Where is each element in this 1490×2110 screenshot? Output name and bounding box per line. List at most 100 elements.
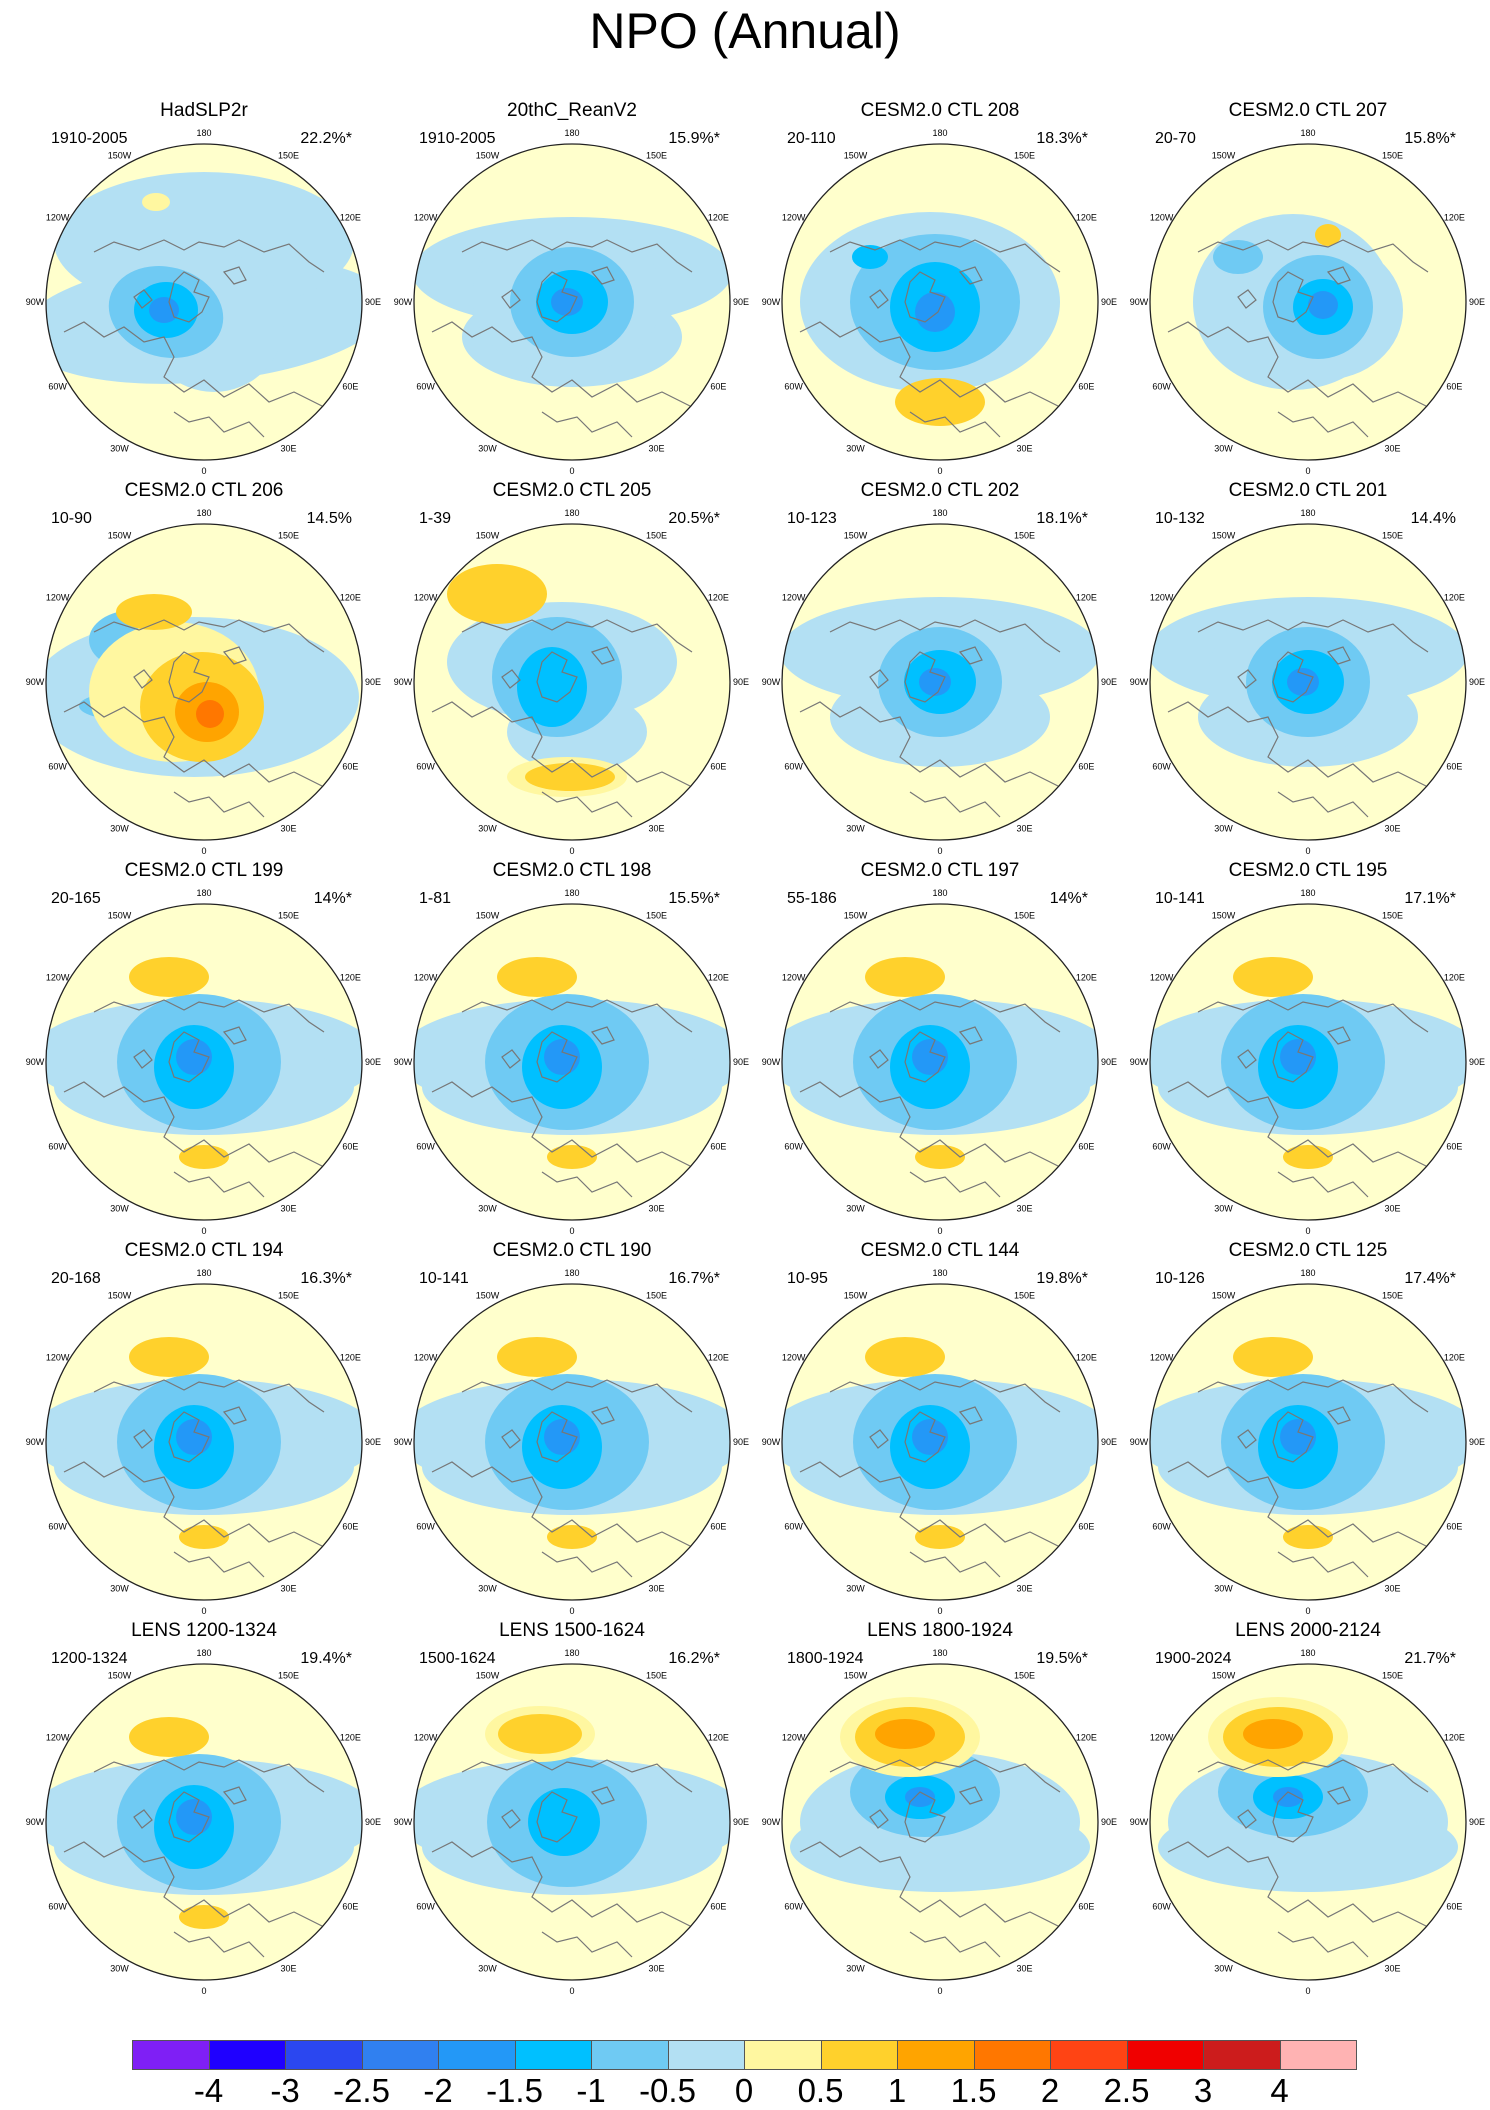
longitude-label: 30E xyxy=(1384,823,1400,833)
longitude-label: 120W xyxy=(782,593,806,603)
panel-variance-explained: 22.2%* xyxy=(300,130,352,147)
longitude-label: 60E xyxy=(1446,1522,1462,1532)
longitude-label: 90W xyxy=(1130,677,1149,687)
longitude-label: 30W xyxy=(846,823,865,833)
panel-period: 10-141 xyxy=(1155,890,1205,907)
map-panel: 180 150E 120E 90E 60E 30E 0 30W 60W 90W 120W 150W LE… xyxy=(18,1620,390,2000)
panel-variance-explained: 17.4%* xyxy=(1404,1270,1456,1287)
longitude-label: 30W xyxy=(478,823,497,833)
longitude-label: 150E xyxy=(278,1671,299,1681)
panel-map-holder: 180 150E 120E 90E 60E 30E 0 30W 60W 90W 120W 150W xyxy=(760,1262,1120,1627)
longitude-label: 90W xyxy=(26,1437,45,1447)
panel-title: CESM2.0 CTL 198 xyxy=(492,860,652,881)
longitude-label: 120W xyxy=(414,973,438,983)
longitude-label: 150W xyxy=(844,1671,868,1681)
coastline xyxy=(869,1809,889,1829)
panel-title: HadSLP2r xyxy=(160,100,248,121)
longitude-label: 60W xyxy=(48,382,67,392)
longitude-label: 30W xyxy=(846,1583,865,1593)
colorbar-swatch xyxy=(1050,2040,1128,2070)
panel-map-holder: 180 150E 120E 90E 60E 30E 0 30W 60W 90W 120W 150W xyxy=(1128,1642,1488,2007)
panel-variance-explained: 19.5%* xyxy=(1036,1650,1088,1667)
map-panel: 180 150E 120E 90E 60E 30E 0 30W 60W 90W 120W 150W CE… xyxy=(754,480,1126,860)
map-frame xyxy=(413,523,731,841)
map-frame xyxy=(413,1663,731,1981)
colorbar-swatch xyxy=(285,2040,363,2070)
coastline xyxy=(799,1081,1061,1168)
coastline xyxy=(904,651,946,703)
longitude-label: 180 xyxy=(932,508,947,518)
panel-map-holder: 180 150E 120E 90E 60E 30E 0 30W 60W 90W 120W 150W xyxy=(24,1642,384,2007)
longitude-label: 150E xyxy=(646,1671,667,1681)
coastline xyxy=(958,1406,983,1425)
longitude-label: 30E xyxy=(280,1583,296,1593)
coastline xyxy=(909,1171,1001,1198)
polar-map: 180 150E 120E 90E 60E 30E 0 30W 60W 90W 120W 150W xyxy=(1130,1648,1485,1996)
panel-map-holder: 180 150E 120E 90E 60E 30E 0 30W 60W 90W 120W 150W xyxy=(760,1642,1120,2007)
longitude-label: 90W xyxy=(1130,1437,1149,1447)
panel-variance-explained: 16.3%* xyxy=(300,1270,352,1287)
longitude-label: 90W xyxy=(394,1437,413,1447)
contour-region-p1 xyxy=(1315,224,1341,246)
coastline xyxy=(173,1551,265,1578)
map-frame xyxy=(45,1283,363,1601)
panel-map-holder: 180 150E 120E 90E 60E 30E 0 30W 60W 90W 120W 150W xyxy=(24,122,384,487)
map-frame xyxy=(1149,523,1467,841)
longitude-label: 30W xyxy=(110,1203,129,1213)
longitude-label: 180 xyxy=(564,508,579,518)
longitude-label: 150E xyxy=(1382,911,1403,921)
panel-title: CESM2.0 CTL 207 xyxy=(1228,100,1388,121)
longitude-label: 60E xyxy=(1078,1902,1094,1912)
coastline xyxy=(904,271,946,323)
coastline xyxy=(168,651,210,703)
coastline xyxy=(1237,1809,1257,1829)
longitude-label: 60E xyxy=(1078,1522,1094,1532)
map-frame xyxy=(413,1283,731,1601)
coastline xyxy=(133,289,153,309)
longitude-label: 180 xyxy=(1300,888,1315,898)
colorbar-tick-label: 2 xyxy=(1040,2072,1060,2109)
longitude-label: 90W xyxy=(1130,1057,1149,1067)
polar-map: 180 150E 120E 90E 60E 30E 0 30W 60W 90W 120W 150W xyxy=(26,128,381,476)
colorbar-tick-label: 3 xyxy=(1193,2072,1213,2109)
longitude-label: 0 xyxy=(569,1986,574,1996)
panel-period: 10-141 xyxy=(419,1270,469,1287)
longitude-label: 30E xyxy=(1016,1203,1032,1213)
coastline xyxy=(1237,289,1257,309)
longitude-label: 150E xyxy=(278,151,299,161)
contour-region-p1 xyxy=(179,1525,229,1549)
longitude-label: 120E xyxy=(1444,1733,1465,1743)
panel-period: 10-95 xyxy=(787,1270,828,1287)
coastline xyxy=(168,271,210,323)
coastline xyxy=(541,1931,633,1958)
contour-region-p2 xyxy=(196,700,224,728)
longitude-label: 150E xyxy=(646,531,667,541)
longitude-label: 120W xyxy=(782,1733,806,1743)
coastline xyxy=(536,651,578,703)
coastline xyxy=(461,999,693,1033)
longitude-label: 60W xyxy=(48,762,67,772)
longitude-label: 180 xyxy=(1300,1648,1315,1658)
contour-region-n2 xyxy=(905,1787,935,1807)
map-frame xyxy=(45,903,363,1221)
colorbar-tick-label: -1 xyxy=(576,2072,606,2109)
longitude-label: 90E xyxy=(733,1057,749,1067)
map-frame xyxy=(1149,903,1467,1221)
longitude-label: 180 xyxy=(932,888,947,898)
longitude-label: 90E xyxy=(1469,1437,1485,1447)
longitude-label: 180 xyxy=(932,1268,947,1278)
longitude-label: 90E xyxy=(1469,297,1485,307)
longitude-label: 150E xyxy=(1014,531,1035,541)
contour-region-p05 xyxy=(142,193,170,211)
polar-map: 180 150E 120E 90E 60E 30E 0 30W 60W 90W 120W 150W xyxy=(394,1648,749,1996)
longitude-label: 30E xyxy=(280,823,296,833)
contour-region-n2 xyxy=(1308,291,1338,319)
coastline xyxy=(461,239,693,273)
coastline xyxy=(829,1759,1061,1793)
coastline xyxy=(1326,1786,1351,1805)
contour-region-p1 xyxy=(547,1145,597,1169)
longitude-label: 30W xyxy=(110,1963,129,1973)
coastline xyxy=(829,1379,1061,1413)
panel-variance-explained: 15.5%* xyxy=(668,890,720,907)
map-frame xyxy=(1149,1283,1467,1601)
